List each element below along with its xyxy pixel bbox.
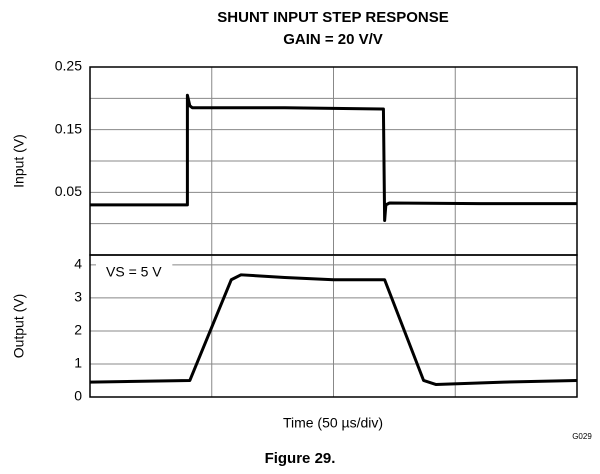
- y-axis-label: Input (V): [11, 134, 27, 188]
- data-line: [90, 93, 577, 223]
- y-tick-label: 0.15: [55, 120, 82, 136]
- plot-border: [89, 254, 578, 398]
- y-tick-label: 1: [74, 355, 82, 371]
- y-tick-label: 0.05: [55, 183, 82, 199]
- chart-title: SHUNT INPUT STEP RESPONSE: [217, 9, 448, 26]
- y-tick-label: 3: [74, 289, 82, 305]
- chart-subtitle: GAIN = 20 V/V: [283, 31, 383, 48]
- y-tick-label: 0.25: [55, 58, 82, 74]
- data-line: [89, 273, 578, 386]
- annotation-background: [96, 257, 173, 288]
- x-axis-label: Time (50 µs/div): [283, 415, 383, 431]
- y-tick-label: 2: [74, 322, 82, 338]
- y-axis-label: Output (V): [11, 294, 27, 359]
- y-tick-label: 4: [74, 256, 82, 272]
- y-tick-label: 0: [74, 388, 82, 404]
- figure-caption: Figure 29.: [265, 450, 336, 467]
- annotation: VS = 5 V: [106, 264, 162, 280]
- figure-code: G029: [572, 432, 592, 441]
